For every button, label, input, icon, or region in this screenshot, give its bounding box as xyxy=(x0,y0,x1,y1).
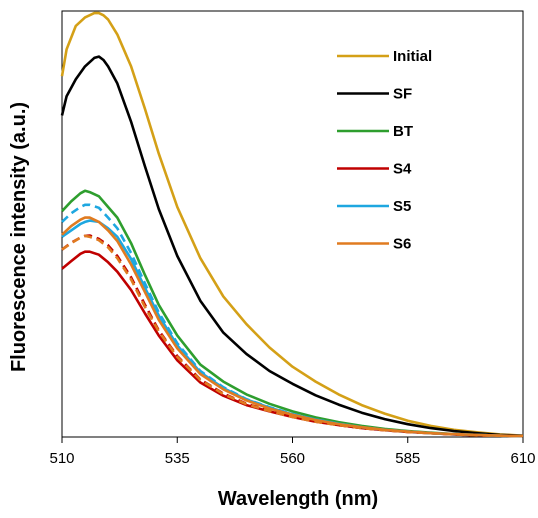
legend-label-bt: BT xyxy=(393,123,413,140)
series-layer xyxy=(60,11,524,438)
legend-label-s4: S4 xyxy=(393,161,412,178)
axes-layer: 510 535 560 585 610 xyxy=(49,437,536,467)
x-tick-label-510: 510 xyxy=(49,450,74,467)
series-line-s5 xyxy=(61,219,524,438)
x-tick-label-560: 560 xyxy=(280,450,305,467)
series-line-bt xyxy=(61,189,524,438)
series-line-initial xyxy=(60,11,524,437)
y-axis-title: Fluorescence intensity (a.u.) xyxy=(8,102,30,372)
x-tick-label-610: 610 xyxy=(510,450,535,467)
plot-area xyxy=(61,10,524,438)
x-tick-label-535: 535 xyxy=(165,450,190,467)
legend: Initial SF BT S4 S5 S6 xyxy=(337,48,432,253)
plot-frame xyxy=(61,10,524,438)
legend-label-sf: SF xyxy=(393,86,412,103)
legend-label-s6: S6 xyxy=(393,236,411,253)
series-line-s6-dashed xyxy=(61,234,524,438)
series-line-s5-dashed xyxy=(61,203,524,438)
series-line-sf xyxy=(60,55,524,437)
legend-label-initial: Initial xyxy=(393,48,432,65)
series-line-s6 xyxy=(61,216,524,438)
x-axis-title: Wavelength (nm) xyxy=(218,488,378,510)
legend-label-s5: S5 xyxy=(393,198,411,215)
x-tick-label-585: 585 xyxy=(395,450,420,467)
